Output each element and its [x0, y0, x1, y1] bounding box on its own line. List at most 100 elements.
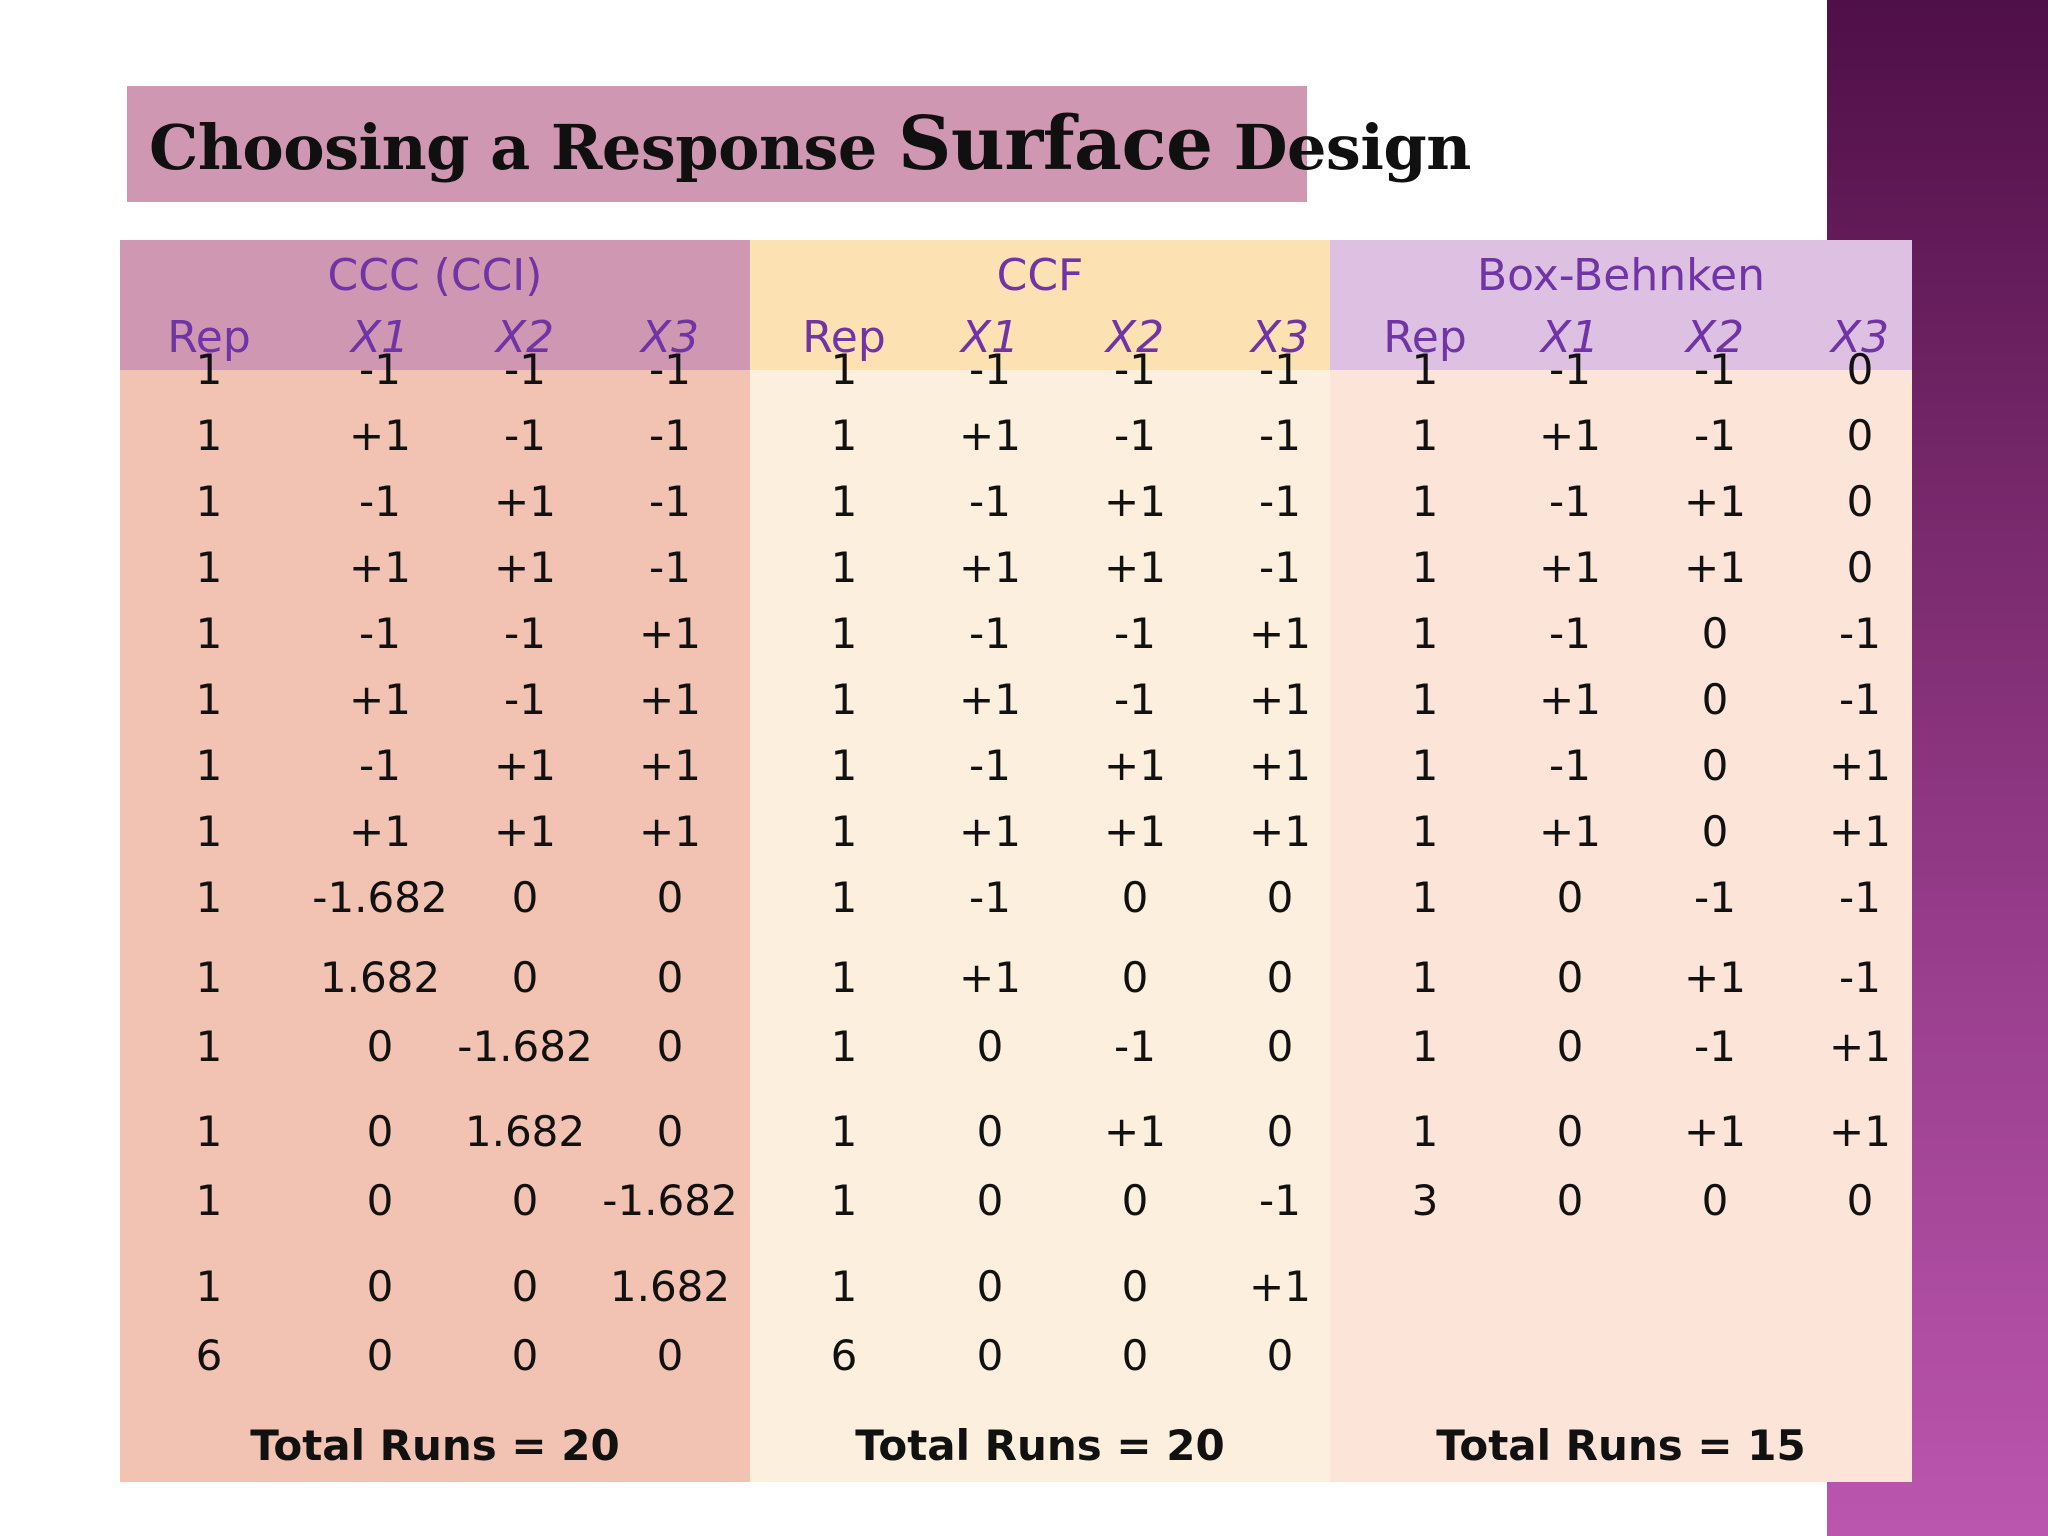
table-cell: 0: [976, 1262, 1004, 1311]
table-cell: +1: [1539, 411, 1601, 460]
table-cell: -1: [1549, 741, 1591, 790]
table-cell: 1: [1411, 609, 1439, 658]
table-cell: 6: [195, 1331, 223, 1380]
table-cell: 0: [1121, 1262, 1149, 1311]
table-cell: -1: [1839, 609, 1881, 658]
table-cell: 0: [1266, 1022, 1294, 1071]
table-cell: -1: [1259, 345, 1301, 394]
table-cell: 0: [1121, 873, 1149, 922]
table-cell: 0: [1556, 1022, 1584, 1071]
table-cell: 1: [830, 807, 858, 856]
column-header: X2: [495, 312, 555, 363]
table-cell: +1: [959, 953, 1021, 1002]
table-cell: +1: [1249, 807, 1311, 856]
column-header: X1: [960, 312, 1020, 363]
group-title: CCF: [996, 250, 1084, 301]
column-header: Rep: [802, 312, 886, 363]
table-cell: 1: [1411, 1107, 1439, 1156]
table-cell: 1: [1411, 807, 1439, 856]
column-header: Rep: [167, 312, 251, 363]
table-cell: 1: [195, 411, 223, 460]
table-cell: 0: [1846, 477, 1874, 526]
table-cell: 0: [1846, 1176, 1874, 1225]
table-cell: 1: [195, 1176, 223, 1225]
table-cell: 3: [1411, 1176, 1439, 1225]
table-cell: 1: [1411, 345, 1439, 394]
table-cell: 1: [1411, 675, 1439, 724]
table-cell: +1: [639, 675, 701, 724]
table-cell: 0: [366, 1022, 394, 1071]
table-cell: 1: [195, 807, 223, 856]
table-cell: +1: [959, 411, 1021, 460]
table-cell: -1: [1114, 675, 1156, 724]
table-cell: -1: [1259, 1176, 1301, 1225]
table-cell: 1: [1411, 477, 1439, 526]
table-cell: -1: [1549, 345, 1591, 394]
table-cell: 1: [195, 953, 223, 1002]
table-cell: 1: [195, 873, 223, 922]
group-ccc: CCC (CCI) Rep X1 X2 X3 1 -1 -1 -1 1 +1 -1 -1 1 -1 +1-…: [120, 240, 750, 1482]
group-box-behnken: Box-Behnken Rep X1 X2 X3 1 -1 -1 0 1 +1 -1 0 1 -1 +1 0…: [1330, 240, 1912, 1482]
table-cell: +1: [959, 543, 1021, 592]
table-cell: 1: [830, 345, 858, 394]
table-cell: 0: [976, 1022, 1004, 1071]
table-cell: 0: [1556, 873, 1584, 922]
table-cell: 0: [656, 1107, 684, 1156]
table-cell: 1: [1411, 953, 1439, 1002]
table-cell: -1: [359, 741, 401, 790]
table-cell: 1: [830, 1022, 858, 1071]
title-text-part: Design: [1212, 111, 1472, 184]
table-cell: 0: [976, 1107, 1004, 1156]
table-cell: +1: [959, 675, 1021, 724]
table-cell: 1: [830, 741, 858, 790]
table-cell: +1: [639, 741, 701, 790]
table-cell: +1: [1104, 477, 1166, 526]
table-cell: 0: [1121, 953, 1149, 1002]
table-cell: -1: [1694, 345, 1736, 394]
column-header: X1: [1540, 312, 1600, 363]
table-cell: +1: [639, 807, 701, 856]
table-cell: -1: [649, 411, 691, 460]
group-title: CCC (CCI): [327, 250, 543, 301]
table-cell: 0: [1556, 1176, 1584, 1225]
table-cell: 1: [830, 477, 858, 526]
table-cell: 6: [830, 1331, 858, 1380]
table-cell: 0: [1846, 543, 1874, 592]
table-cell: 0: [656, 1331, 684, 1380]
table-cell: -1.682: [312, 873, 448, 922]
slide-title: Choosing a Response Surface Design: [149, 101, 1471, 187]
table-cell: +1: [1249, 675, 1311, 724]
table-cell: 1: [1411, 873, 1439, 922]
table-cell: +1: [1539, 675, 1601, 724]
table-cell: -1: [1259, 543, 1301, 592]
table-cell: 1: [1411, 1022, 1439, 1071]
table-cell: 1: [830, 953, 858, 1002]
table-cell: 1: [195, 675, 223, 724]
table-cell: 0: [366, 1262, 394, 1311]
table-cell: -1: [1839, 873, 1881, 922]
table-cell: +1: [1249, 1262, 1311, 1311]
table-cell: 1: [830, 675, 858, 724]
table-cell: +1: [349, 675, 411, 724]
table-cell: -1: [1114, 345, 1156, 394]
table-cell: +1: [494, 741, 556, 790]
table-cell: 0: [366, 1331, 394, 1380]
table-cell: 0: [511, 953, 539, 1002]
column-header: X3: [1830, 312, 1890, 363]
table-cell: 0: [1266, 1331, 1294, 1380]
table-cell: -1: [1839, 675, 1881, 724]
table-cell: 1.682: [464, 1107, 586, 1156]
table-cell: 0: [511, 1176, 539, 1225]
table-cell: 1: [830, 873, 858, 922]
table-cell: -1: [504, 411, 546, 460]
table-cell: -1: [359, 345, 401, 394]
table-cell: 0: [1701, 1176, 1729, 1225]
table-cell: -1: [969, 609, 1011, 658]
table-cell: +1: [1104, 543, 1166, 592]
group-title: Box-Behnken: [1477, 250, 1765, 301]
table-cell: 0: [1701, 675, 1729, 724]
table-cell: 1: [830, 1176, 858, 1225]
table-cell: 1.682: [609, 1262, 731, 1311]
table-cell: -1: [359, 477, 401, 526]
table-cell: 0: [656, 1022, 684, 1071]
